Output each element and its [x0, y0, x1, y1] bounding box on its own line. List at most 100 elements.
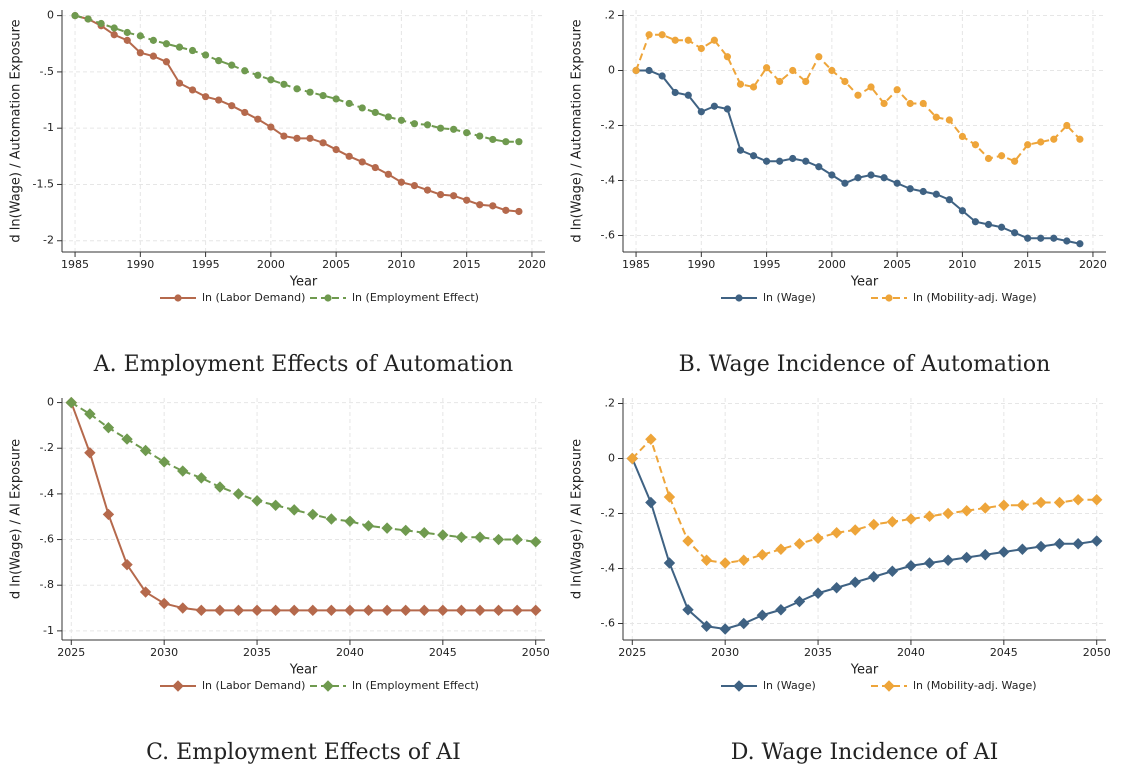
legend-label: ln (Mobility-adj. Wage): [913, 291, 1037, 304]
marker: [384, 113, 392, 121]
x-tick-label: 2015: [1014, 258, 1042, 271]
marker: [325, 604, 338, 617]
x-tick-label: 2010: [387, 258, 415, 271]
marker: [381, 604, 393, 617]
marker: [756, 549, 769, 561]
marker: [684, 36, 692, 44]
marker: [474, 604, 486, 617]
marker: [102, 421, 115, 434]
marker: [332, 95, 340, 103]
y-tick-label: 0: [608, 452, 615, 465]
marker: [849, 576, 861, 588]
marker: [492, 533, 505, 546]
x-tick-label: 1990: [687, 258, 715, 271]
marker: [710, 36, 718, 44]
marker: [945, 116, 953, 124]
marker: [149, 36, 157, 44]
marker: [1035, 496, 1047, 509]
marker: [906, 185, 914, 193]
marker: [658, 31, 666, 39]
marker: [489, 202, 497, 210]
marker: [362, 604, 375, 617]
marker: [492, 604, 505, 617]
marker: [815, 163, 823, 171]
y-tick-label: .2: [605, 9, 616, 22]
marker: [530, 536, 542, 548]
marker: [307, 604, 319, 617]
marker: [1063, 121, 1071, 130]
marker: [322, 680, 334, 692]
marker: [923, 510, 936, 522]
marker: [738, 617, 750, 630]
legend-label: ln (Wage): [763, 291, 816, 304]
y-axis-title: d ln(Wage) / Automation Exposure: [9, 19, 24, 242]
marker: [1076, 240, 1084, 248]
y-tick-label: 0: [608, 64, 615, 77]
marker: [984, 220, 993, 229]
x-tick-label: 2020: [1079, 258, 1107, 271]
marker: [1091, 535, 1103, 547]
y-tick-label: -.5: [40, 65, 54, 78]
marker: [971, 218, 980, 226]
marker: [1024, 141, 1032, 149]
marker: [1011, 157, 1019, 165]
marker: [841, 77, 849, 86]
marker: [723, 105, 732, 113]
marker: [476, 132, 484, 140]
marker: [267, 123, 275, 131]
marker: [251, 495, 263, 507]
marker: [1053, 496, 1066, 509]
marker: [880, 174, 888, 182]
y-tick-label: -.2: [601, 119, 615, 132]
marker: [172, 680, 184, 692]
marker: [645, 66, 653, 75]
x-tick-label: 1995: [192, 258, 220, 271]
marker: [756, 609, 769, 621]
marker: [1016, 543, 1029, 555]
marker: [830, 527, 843, 539]
y-tick-label: -.2: [40, 441, 54, 454]
x-tick-label: 2015: [453, 258, 481, 271]
marker: [423, 121, 432, 129]
marker: [958, 207, 967, 215]
x-tick-label: 2040: [336, 646, 364, 659]
marker: [684, 91, 692, 99]
x-tick-label: 2045: [429, 646, 457, 659]
x-axis-title: Year: [289, 663, 318, 678]
marker: [776, 77, 784, 86]
marker: [923, 557, 936, 569]
y-axis-title: d ln(Wage) / AI Exposure: [9, 439, 24, 599]
marker: [201, 51, 210, 59]
marker: [463, 196, 471, 204]
marker: [789, 154, 797, 163]
marker: [828, 66, 836, 75]
marker: [645, 31, 653, 39]
marker: [682, 535, 694, 547]
marker: [450, 192, 458, 200]
marker: [1011, 229, 1019, 237]
series-line: [70, 401, 536, 543]
marker: [280, 132, 288, 140]
marker: [188, 86, 197, 94]
marker: [502, 206, 510, 214]
marker: [960, 551, 973, 564]
marker: [1050, 135, 1058, 143]
marker: [123, 36, 131, 44]
legend-label: ln (Labor Demand): [202, 679, 305, 692]
marker: [423, 186, 432, 194]
x-tick-label: 2000: [257, 258, 285, 271]
panel-caption: B. Wage Incidence of Automation: [679, 352, 1051, 377]
marker: [280, 80, 288, 88]
marker: [489, 135, 497, 144]
marker: [254, 115, 262, 123]
marker: [1024, 234, 1032, 242]
x-tick-label: 1995: [753, 258, 781, 271]
marker: [776, 157, 784, 165]
marker: [139, 586, 152, 598]
y-tick-label: -1.5: [33, 177, 54, 190]
legend-label: ln (Wage): [763, 679, 816, 692]
marker: [110, 24, 118, 32]
marker: [812, 532, 824, 544]
series-line: [74, 14, 519, 213]
marker: [979, 549, 991, 561]
